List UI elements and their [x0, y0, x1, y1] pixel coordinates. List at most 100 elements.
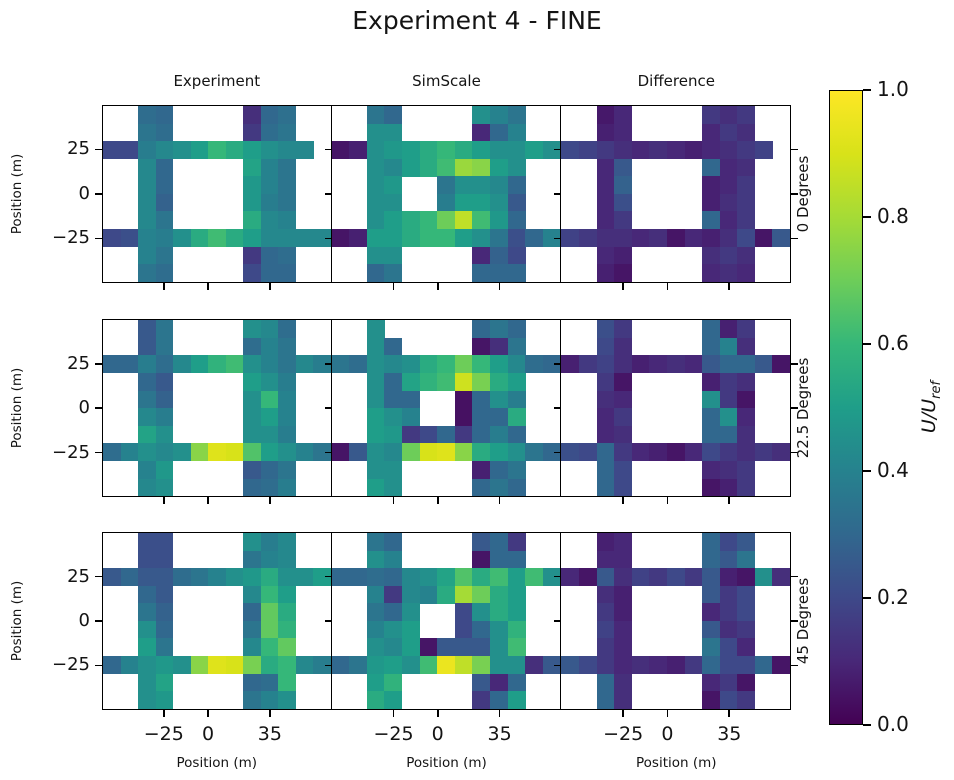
x-axis-tick — [207, 497, 209, 505]
x-axis-tick — [207, 282, 209, 290]
heatmap-cell — [702, 141, 721, 159]
heatmap-cell — [138, 106, 156, 124]
heatmap-cell — [225, 141, 244, 159]
heatmap-cell — [472, 123, 491, 142]
heatmap-cell — [155, 176, 174, 195]
heatmap-cell — [542, 568, 561, 586]
heatmap-cell — [155, 264, 174, 282]
heatmap-cell — [138, 478, 156, 497]
heatmap-cell — [278, 478, 296, 497]
row-label: 45 Degrees — [794, 577, 812, 665]
heatmap-cell — [138, 550, 156, 569]
heatmap-cell — [578, 568, 597, 586]
heatmap-cell — [384, 355, 403, 374]
heatmap-cell — [138, 355, 156, 374]
heatmap-cell — [278, 603, 296, 622]
heatmap-cell — [737, 246, 756, 265]
y-tick-label: −25 — [52, 227, 90, 249]
panel-plot-area — [561, 320, 791, 497]
heatmap-cell — [454, 638, 473, 657]
heatmap-cell — [384, 158, 403, 177]
heatmap-cell — [278, 550, 296, 569]
heatmap-cell — [472, 390, 491, 409]
heatmap-cell — [260, 656, 279, 674]
heatmap-cell — [596, 691, 615, 709]
heatmap-cell — [402, 443, 420, 462]
heatmap-cell — [472, 211, 491, 230]
heatmap-cell — [366, 337, 385, 356]
heatmap-cell — [737, 443, 756, 462]
y-axis-tick — [95, 362, 102, 365]
heatmap-cell — [225, 355, 244, 374]
heatmap-cell — [155, 533, 174, 551]
heatmap-cell — [155, 673, 174, 692]
y-axis-tick — [324, 362, 332, 365]
heatmap-cell — [702, 229, 721, 247]
heatmap-cell — [737, 425, 756, 444]
heatmap-cell — [419, 425, 438, 444]
heatmap-cell — [561, 443, 580, 462]
column-title: Experiment — [173, 72, 261, 90]
heatmap-cell — [454, 355, 473, 374]
heatmap-cell — [243, 550, 261, 569]
heatmap-cell — [260, 106, 279, 124]
heatmap-cell — [402, 373, 420, 391]
heatmap-cell — [190, 141, 209, 159]
y-axis-tick — [791, 362, 799, 365]
x-tick-label: 35 — [257, 723, 282, 745]
heatmap-cell — [614, 443, 633, 462]
heatmap-cell — [719, 673, 738, 692]
heatmap-cell — [138, 390, 156, 409]
heatmap-cell — [243, 123, 261, 142]
heatmap-cell — [278, 193, 296, 212]
heatmap-cell — [490, 460, 508, 479]
heatmap-cell — [366, 550, 385, 569]
panel-simscale-45-degrees — [331, 532, 562, 710]
panel-plot-area — [103, 533, 331, 709]
heatmap-cell — [472, 620, 491, 639]
heatmap-cell — [278, 106, 296, 124]
heatmap-cell — [173, 656, 191, 674]
heatmap-cell — [490, 264, 508, 282]
heatmap-cell — [561, 229, 580, 247]
heatmap-cell — [260, 533, 279, 551]
heatmap-cell — [542, 443, 561, 462]
heatmap-cell — [507, 673, 526, 692]
heatmap-cell — [614, 141, 633, 159]
heatmap-cell — [278, 425, 296, 444]
heatmap-cell — [702, 158, 721, 177]
heatmap-cell — [260, 390, 279, 409]
heatmap-cell — [472, 550, 491, 569]
heatmap-cell — [472, 460, 491, 479]
y-axis-tick — [95, 193, 102, 195]
heatmap-cell — [295, 443, 314, 462]
heatmap-cell — [138, 229, 156, 247]
heatmap-cell — [437, 211, 456, 230]
heatmap-cell — [490, 550, 508, 569]
heatmap-cell — [155, 123, 174, 142]
heatmap-cell — [243, 176, 261, 195]
heatmap-cell — [454, 390, 473, 409]
heatmap-cell — [719, 585, 738, 604]
heatmap-cell — [490, 425, 508, 444]
heatmap-cell — [596, 425, 615, 444]
heatmap-cell — [719, 460, 738, 479]
heatmap-cell — [596, 620, 615, 639]
heatmap-cell — [243, 408, 261, 427]
heatmap-cell — [772, 568, 791, 586]
heatmap-cell — [490, 158, 508, 177]
heatmap-cell — [402, 408, 420, 427]
heatmap-cell — [190, 355, 209, 374]
heatmap-cell — [719, 656, 738, 674]
heatmap-cell — [243, 158, 261, 177]
heatmap-cell — [103, 568, 121, 586]
heatmap-cell — [507, 603, 526, 622]
x-axis-tick — [392, 709, 395, 717]
heatmap-cell — [384, 246, 403, 265]
heatmap-cell — [437, 176, 456, 195]
panel-plot-area — [331, 106, 561, 282]
heatmap-cell — [120, 355, 139, 374]
heatmap-cell — [437, 141, 456, 159]
colorbar — [829, 90, 863, 725]
